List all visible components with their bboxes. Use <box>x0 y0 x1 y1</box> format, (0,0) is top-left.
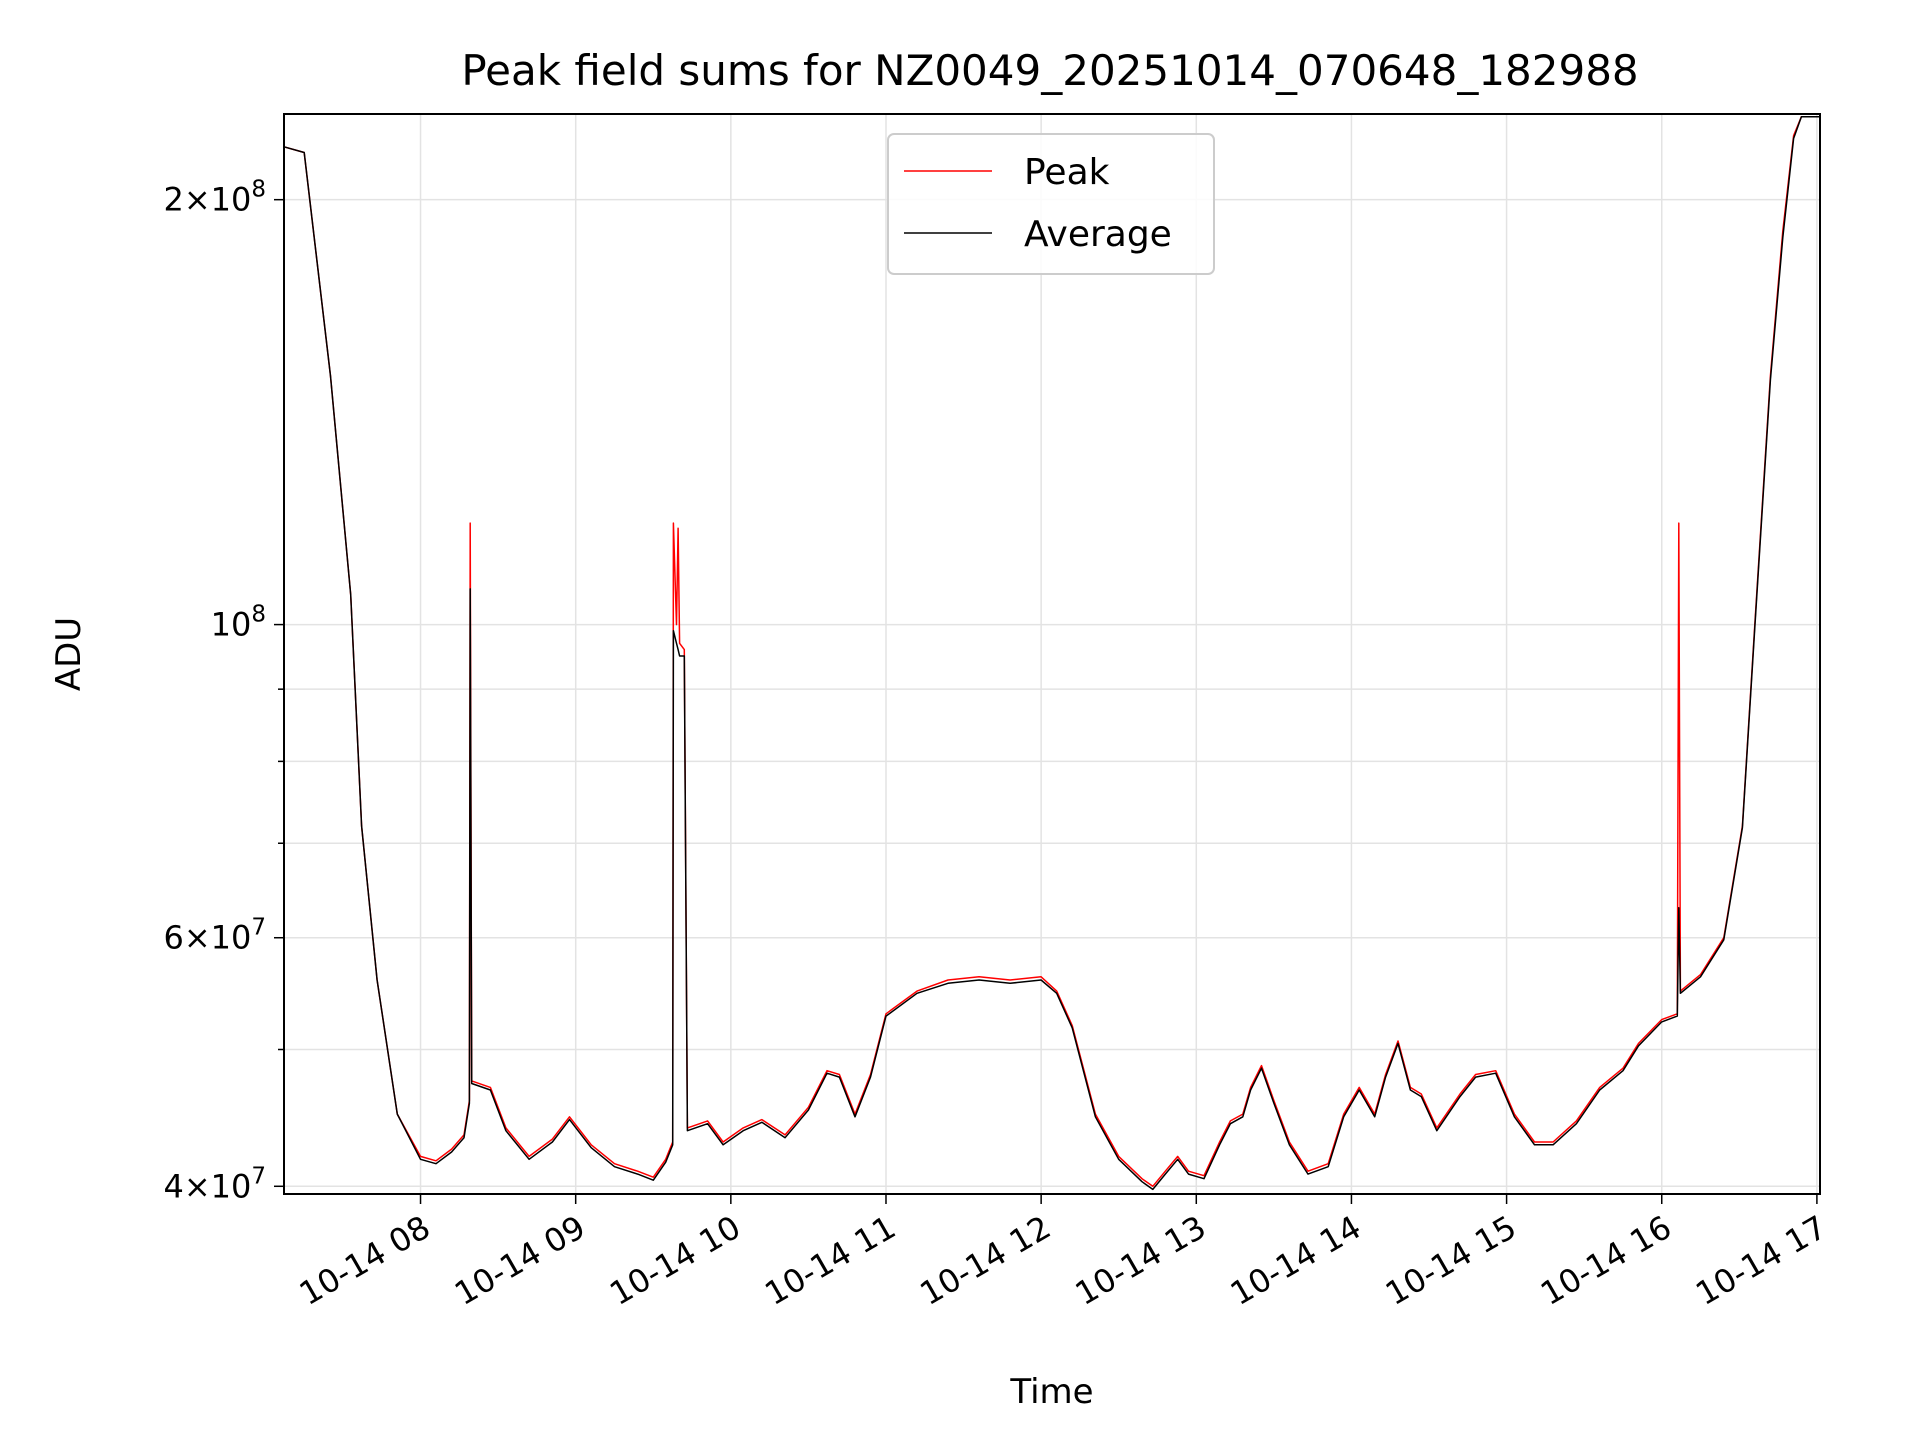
y-tick-label: 108 <box>211 602 266 644</box>
plot-frame <box>283 113 1821 1195</box>
series-line-average <box>283 115 1820 1191</box>
x-axis-title: Time <box>1009 1372 1093 1412</box>
legend: Peak Average <box>887 133 1215 275</box>
y-axis-title: ADU <box>49 617 89 691</box>
legend-label-peak: Peak <box>1024 152 1110 193</box>
y-tick-label: 2×108 <box>163 177 266 219</box>
series-layer <box>283 115 1820 1191</box>
legend-label-average: Average <box>1024 214 1172 255</box>
series-line-peak <box>283 115 1820 1188</box>
y-tick-label: 4×107 <box>163 1163 266 1205</box>
legend-box <box>887 133 1215 275</box>
grid <box>284 114 1820 1194</box>
chart-title: Peak field sums for NZ0049_20251014_0706… <box>461 46 1638 95</box>
y-tick-label: 6×107 <box>163 915 266 957</box>
